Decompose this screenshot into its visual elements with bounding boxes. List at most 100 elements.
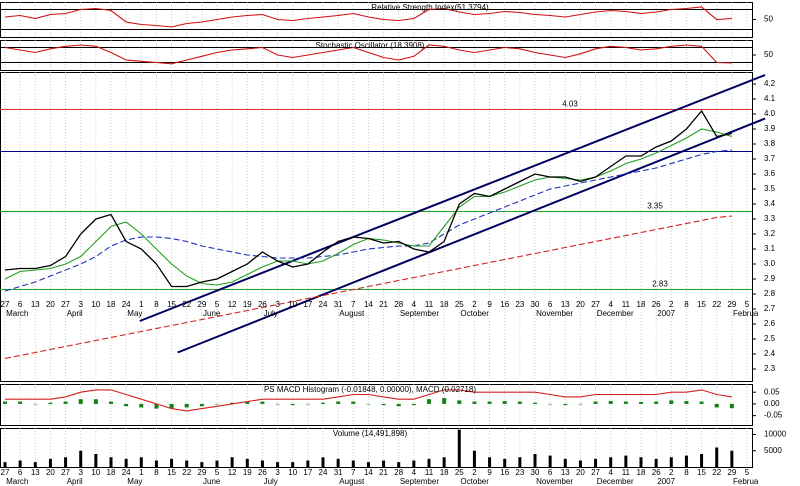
- bar: [124, 458, 128, 467]
- bar: [245, 458, 249, 467]
- bar: [3, 401, 7, 404]
- month-label: May: [127, 477, 142, 486]
- y-tick-label: 50: [764, 15, 773, 24]
- bar: [411, 403, 416, 406]
- bar: [139, 457, 143, 467]
- month-label: September: [400, 477, 439, 486]
- x-tick-label: 8: [154, 468, 159, 477]
- x-tick-label: 27: [591, 468, 600, 477]
- bar: [321, 402, 325, 404]
- bar: [729, 403, 734, 409]
- bar: [442, 457, 446, 467]
- x-tick-label: 3: [78, 468, 83, 477]
- x-tick-label: 20: [576, 468, 585, 477]
- bar: [260, 401, 265, 404]
- bar: [684, 455, 688, 467]
- bar: [154, 460, 158, 467]
- level-label: 3.35: [647, 202, 663, 211]
- bar: [290, 403, 295, 406]
- x-tick-label: 24: [319, 468, 328, 477]
- y-tick-label: 2.5: [764, 334, 776, 343]
- bar: [230, 457, 234, 467]
- x-tick-label: 15: [167, 468, 176, 477]
- x-tick-label: 18: [637, 468, 646, 477]
- x-tick-label: 5: [215, 468, 220, 477]
- bar: [215, 403, 219, 405]
- bar: [457, 400, 462, 404]
- x-tick-label: 25: [455, 468, 464, 477]
- bar: [533, 454, 537, 467]
- y-tick-label: 5000: [764, 446, 782, 455]
- x-tick-label: 29: [197, 300, 206, 309]
- y-tick-label: 4.1: [764, 94, 776, 103]
- series-line: [4, 109, 733, 288]
- bar: [472, 450, 476, 467]
- bar: [124, 403, 129, 407]
- y-tick-label: 4.0: [764, 109, 776, 118]
- x-tick-label: 6: [18, 300, 23, 309]
- month-label: 2007: [657, 477, 675, 486]
- x-tick-label: 13: [561, 300, 570, 309]
- bar: [321, 457, 325, 467]
- x-tick-label: 14: [364, 468, 373, 477]
- bar: [518, 457, 522, 467]
- month-label: August: [339, 309, 365, 318]
- x-tick-label: 17: [303, 468, 312, 477]
- y-tick-label: 2.4: [764, 349, 776, 358]
- x-tick-label: 27: [1, 300, 10, 309]
- bar: [93, 399, 98, 404]
- bar: [654, 401, 659, 404]
- y-tick-label: 50: [764, 50, 773, 59]
- bar: [396, 403, 401, 407]
- month-label: December: [597, 309, 634, 318]
- x-tick-label: 18: [107, 468, 116, 477]
- x-tick-label: 29: [727, 300, 736, 309]
- bar: [3, 462, 7, 467]
- x-tick-label: 2: [669, 468, 674, 477]
- x-tick-label: 24: [122, 468, 131, 477]
- x-tick-label: 31: [334, 300, 343, 309]
- x-tick-label: 7: [351, 300, 356, 309]
- x-tick-label: 5: [215, 300, 220, 309]
- bar: [306, 460, 310, 467]
- bar: [714, 403, 719, 408]
- y-tick-label: 10000: [764, 430, 787, 439]
- bar: [654, 458, 658, 467]
- month-label: 2007: [657, 309, 675, 318]
- y-tick-label: 0.05: [764, 387, 780, 396]
- x-tick-label: 21: [379, 468, 388, 477]
- x-tick-label: 2: [669, 300, 674, 309]
- bar: [184, 403, 189, 408]
- bar: [472, 401, 477, 404]
- x-tick-label: 20: [46, 300, 55, 309]
- bar: [351, 401, 356, 404]
- month-label: August: [339, 477, 365, 486]
- x-tick-label: 3: [275, 468, 280, 477]
- bar: [563, 458, 567, 467]
- bar: [48, 458, 52, 467]
- x-tick-label: 30: [531, 300, 540, 309]
- x-tick-label: 15: [167, 300, 176, 309]
- month-label: June: [203, 309, 221, 318]
- x-tick-label: 4: [608, 300, 613, 309]
- x-tick-label: 20: [46, 468, 55, 477]
- bar: [487, 401, 492, 404]
- x-tick-label: 24: [319, 300, 328, 309]
- bar: [276, 462, 280, 467]
- bar: [548, 455, 552, 467]
- x-tick-label: 4: [608, 468, 613, 477]
- bar: [517, 401, 522, 404]
- bar: [154, 403, 159, 409]
- x-tick-label: 22: [712, 468, 721, 477]
- month-label: October: [460, 477, 489, 486]
- x-tick-label: 8: [684, 468, 689, 477]
- x-tick-label: 29: [197, 468, 206, 477]
- bar: [503, 458, 507, 467]
- x-tick-label: 3: [78, 300, 83, 309]
- y-tick-label: 3.3: [764, 214, 776, 223]
- x-tick-label: 6: [18, 468, 23, 477]
- bar: [336, 458, 340, 467]
- x-tick-label: 27: [61, 300, 70, 309]
- bar: [79, 450, 83, 467]
- y-tick-label: 3.5: [764, 184, 776, 193]
